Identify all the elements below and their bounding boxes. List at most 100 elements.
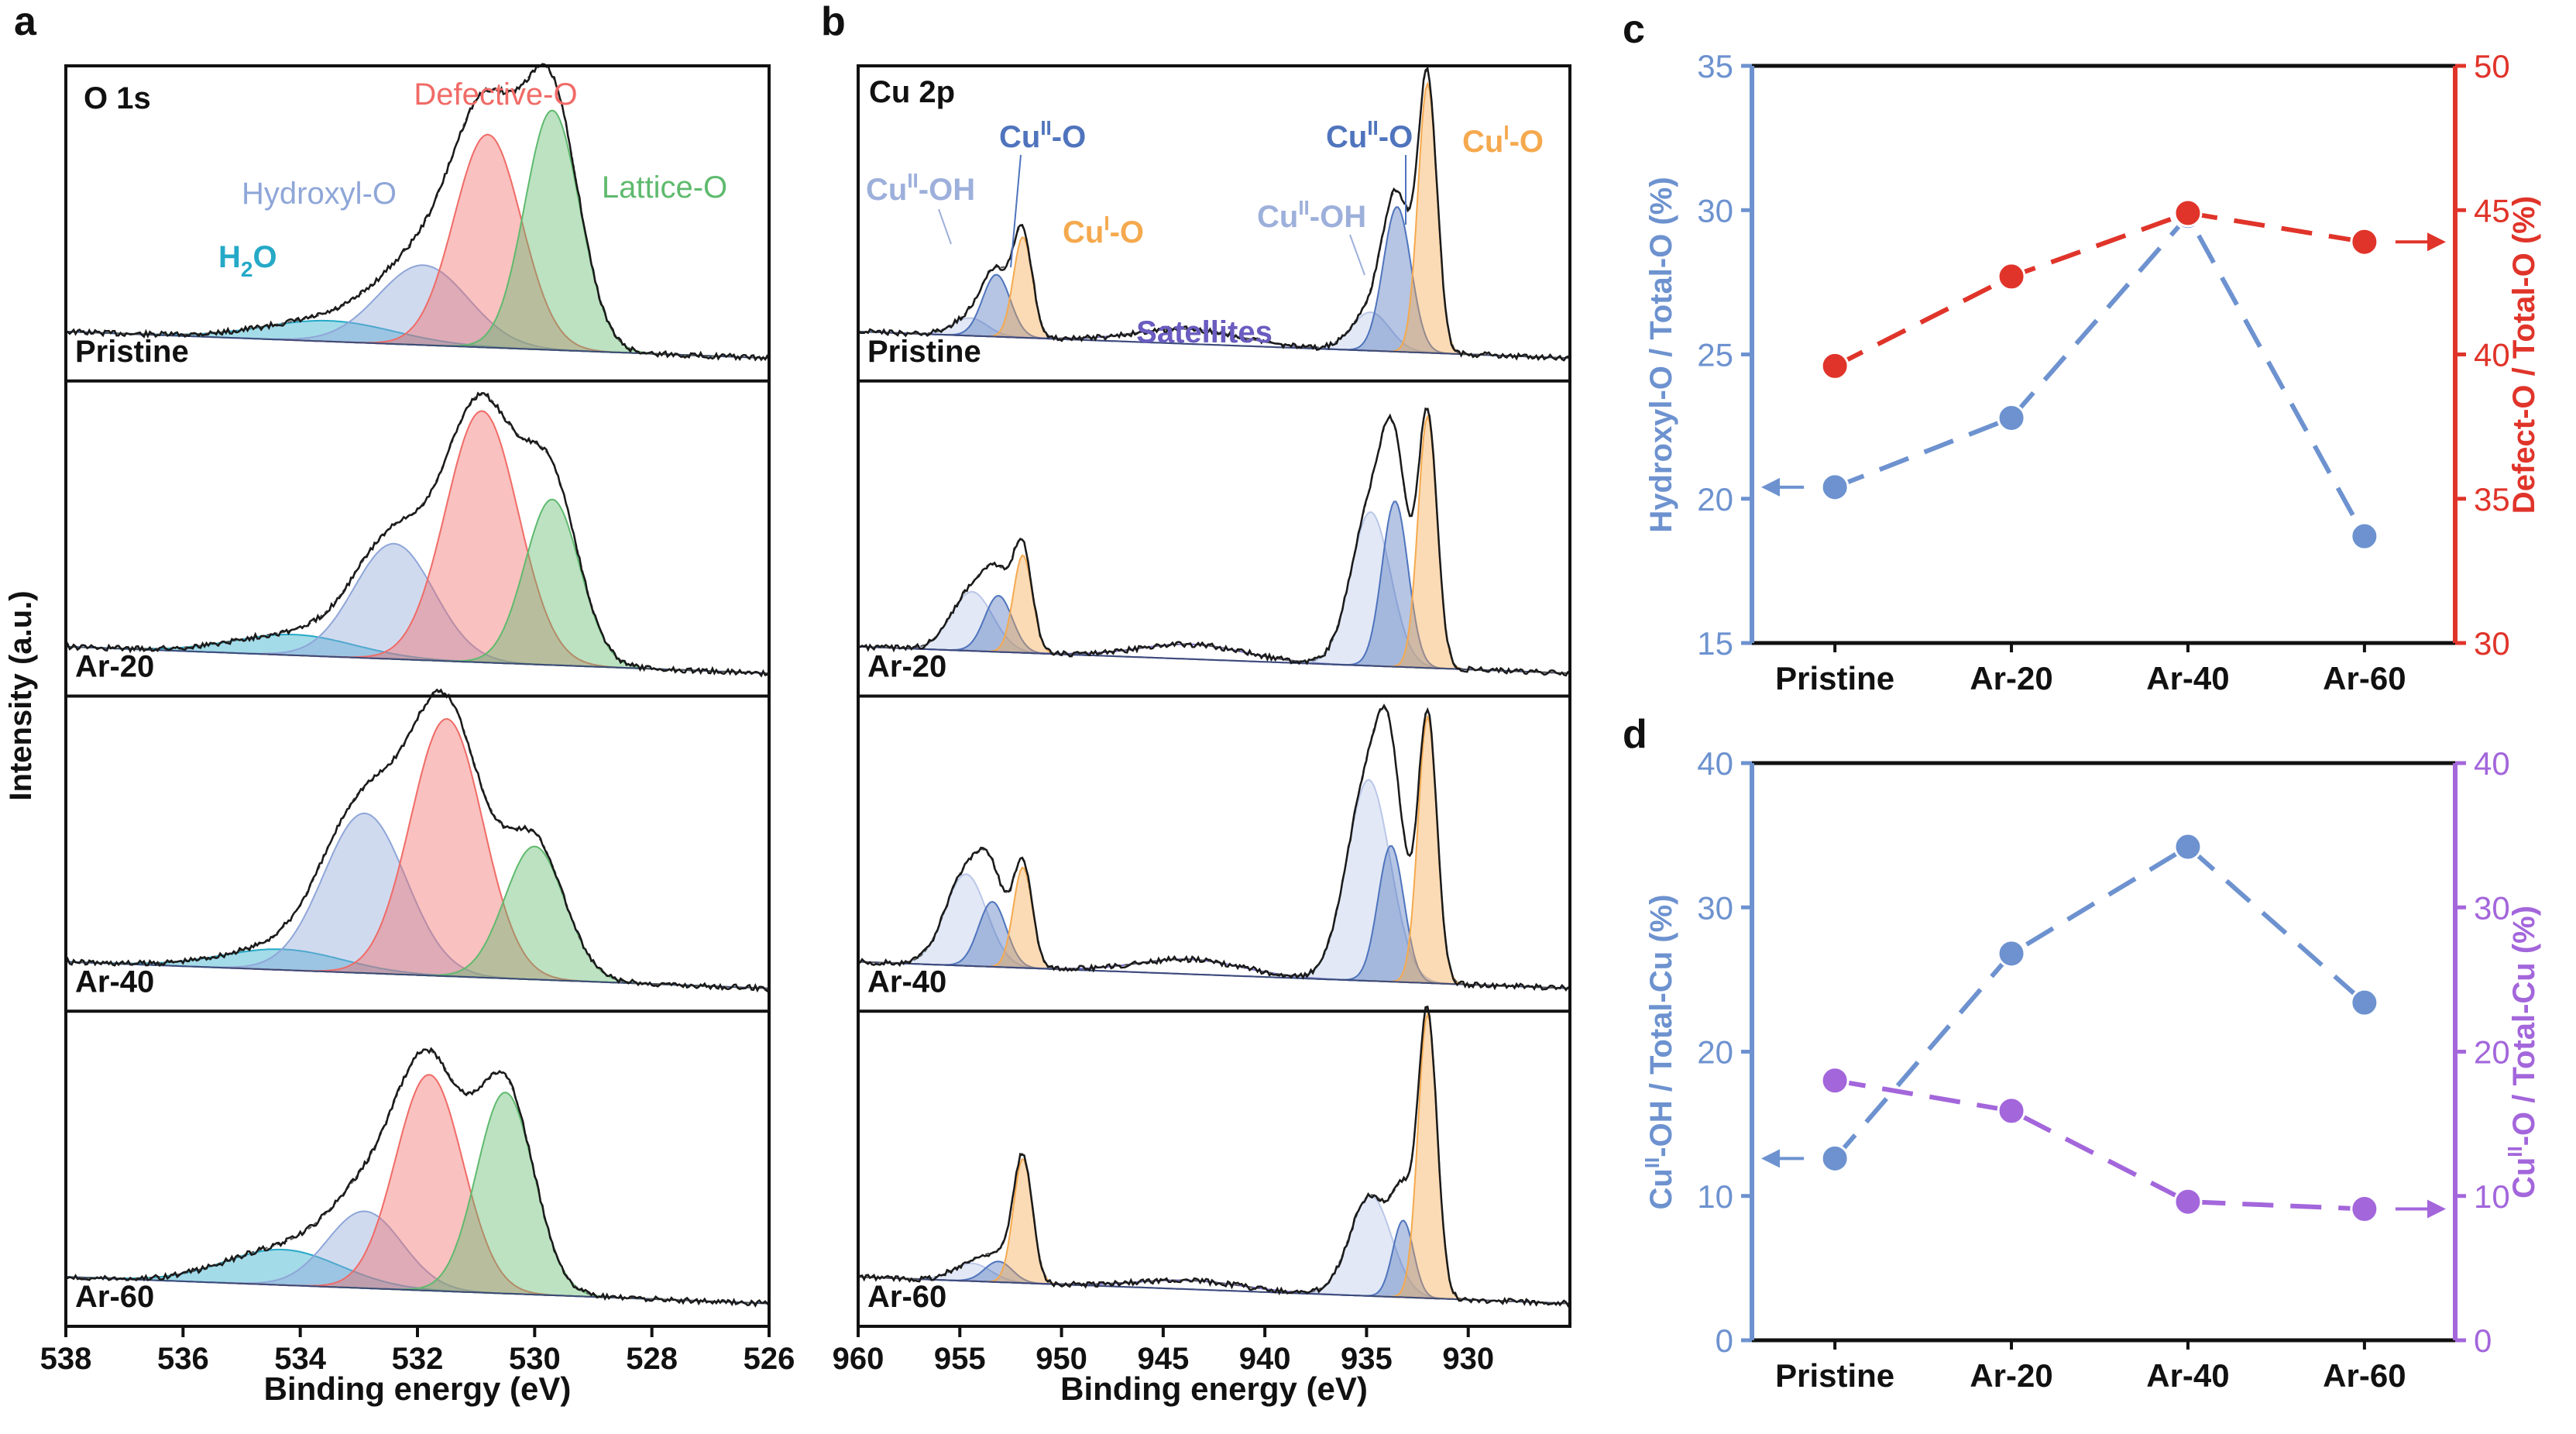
- data-point-right: [2173, 198, 2203, 228]
- leader-line: [938, 208, 952, 245]
- x-tick-label: 950: [1036, 1342, 1087, 1376]
- x-tick-label: 534: [274, 1342, 326, 1376]
- panel-letter-b: b: [821, 0, 846, 44]
- panel-letter-a: a: [14, 0, 37, 44]
- x-tick-label: 935: [1341, 1342, 1393, 1376]
- right-y-tick-label: 0: [2474, 1322, 2492, 1359]
- oxidation-state-superscript: I: [1104, 211, 1109, 235]
- right-y-tick-label: 45: [2474, 192, 2510, 229]
- oxidation-state-superscript: II: [907, 169, 918, 192]
- x-category-label: Pristine: [1775, 660, 1894, 696]
- leader-line: [1010, 154, 1022, 268]
- left-y-tick-label: 40: [1697, 745, 1733, 782]
- panel-frame: [857, 64, 1571, 1328]
- species-suffix: -OH: [1310, 200, 1366, 234]
- data-point-right: [1997, 262, 2026, 291]
- spectrum-xps-o1s-ar-20: [65, 410, 719, 672]
- x-axis-label: Binding energy (eV): [264, 1370, 572, 1407]
- sample-label: Ar-20: [75, 650, 154, 684]
- x-tick-label: 532: [392, 1342, 444, 1376]
- sample-label: Ar-60: [867, 1280, 946, 1314]
- left-y-tick-label: 20: [1697, 481, 1733, 518]
- sample-label: Pristine: [75, 335, 189, 369]
- spectrum-xps-o1s-ar-40: [65, 717, 716, 988]
- h2o-o: O: [252, 240, 276, 274]
- sample-label: Ar-40: [867, 965, 946, 999]
- h2o-subscript: 2: [241, 257, 253, 281]
- raw-spectrum-line: [64, 688, 771, 993]
- right-axis-arrowhead: [2427, 232, 2446, 252]
- label-cuii-o-right: CuII-O: [1326, 116, 1413, 154]
- peak-cuii-oh: [1245, 1195, 1497, 1302]
- raw-spectrum-line: [857, 66, 1571, 362]
- ratio-chart-layer: [1761, 198, 2446, 1224]
- series-line-right: [1833, 210, 2365, 369]
- left-axis-arrowhead: [1761, 1149, 1780, 1168]
- label-cuii-oh-left: CuII-OH: [866, 169, 975, 207]
- cu-text: Cu: [1257, 200, 1298, 234]
- data-point-left: [1820, 473, 1850, 502]
- species-suffix: -O: [1510, 125, 1544, 159]
- h2o-h: H: [218, 240, 241, 274]
- label-hydroxyl-o: Hydroxyl-O: [242, 177, 397, 211]
- x-category-label: Ar-60: [2323, 660, 2406, 696]
- data-point-right: [2350, 1195, 2379, 1224]
- element-label-cu2p: Cu 2p: [869, 75, 955, 109]
- spectrum-xps-cu2p-ar-40: [857, 714, 1507, 987]
- cu-text: Cu: [1462, 125, 1503, 159]
- raw-spectrum-line: [857, 703, 1571, 992]
- label-h2o: H2O: [218, 240, 277, 281]
- left-y-tick-label: 30: [1697, 192, 1733, 229]
- label-cui-o-right: CuI-O: [1462, 121, 1544, 159]
- left-y-tick-label: 20: [1697, 1034, 1733, 1071]
- label-tail: -OH / Total-Cu (%): [1644, 895, 1678, 1157]
- fit-envelope-line: [66, 1049, 769, 1305]
- raw-spectrum-line: [857, 1005, 1571, 1308]
- panel-letter-c: c: [1623, 7, 1645, 52]
- data-point-right: [1997, 1096, 2026, 1126]
- species-suffix: -O: [1110, 215, 1144, 249]
- raw-spectrum-line: [64, 391, 770, 678]
- left-y-tick-label: 25: [1697, 337, 1733, 373]
- right-y-tick-label: 40: [2474, 745, 2510, 782]
- right-y-tick-label: 30: [2474, 625, 2510, 662]
- x-tick-label: 530: [509, 1342, 561, 1376]
- element-label-o1s: O 1s: [84, 81, 151, 115]
- baseline-line: [857, 961, 1571, 989]
- label-lattice-o: Lattice-O: [602, 170, 727, 205]
- y-axis-label-intensity: Intensity (a.u.): [4, 590, 38, 800]
- cu-text: Cu: [2507, 1157, 2541, 1198]
- x-tick-label: 930: [1442, 1342, 1494, 1376]
- leader-line: [1349, 234, 1365, 276]
- baseline-line: [857, 1276, 1570, 1305]
- cu-text: Cu: [1326, 120, 1367, 154]
- y-axis-label-hydroxyl: Hydroxyl-O / Total-O (%): [1644, 177, 1678, 532]
- sample-label: Ar-20: [867, 650, 946, 684]
- data-point-left: [1820, 1143, 1850, 1173]
- panel-letter-d: d: [1623, 712, 1647, 757]
- x-tick-label: 955: [934, 1342, 986, 1376]
- species-suffix: -OH: [919, 173, 975, 207]
- right-y-tick-label: 35: [2474, 481, 2510, 518]
- left-y-tick-label: 0: [1716, 1322, 1733, 1359]
- data-point-left: [2173, 832, 2203, 861]
- cu-text: Cu: [866, 173, 907, 207]
- label-cuii-o-left: CuII-O: [999, 116, 1086, 154]
- oxidation-state-superscript: II: [1640, 1157, 1664, 1168]
- right-axis-arrowhead: [2427, 1199, 2446, 1219]
- series-line-left: [1832, 844, 2366, 1161]
- right-y-tick-label: 40: [2474, 337, 2510, 373]
- x-category-label: Ar-40: [2146, 660, 2229, 696]
- oxidation-state-superscript: I: [1503, 121, 1509, 144]
- left-y-tick-label: 10: [1697, 1178, 1733, 1215]
- x-tick-label: 945: [1137, 1342, 1189, 1376]
- frame-layer: [64, 64, 2466, 1350]
- spectrum-xps-o1s-ar-60: [65, 1074, 680, 1302]
- sample-label: Ar-40: [75, 965, 154, 999]
- right-y-tick-label: 10: [2474, 1178, 2510, 1215]
- baseline-line: [857, 645, 1570, 674]
- label-cuii-oh-right: CuII-OH: [1257, 196, 1366, 234]
- species-suffix: -O: [1379, 120, 1413, 154]
- label-cui-o-left: CuI-O: [1063, 211, 1144, 249]
